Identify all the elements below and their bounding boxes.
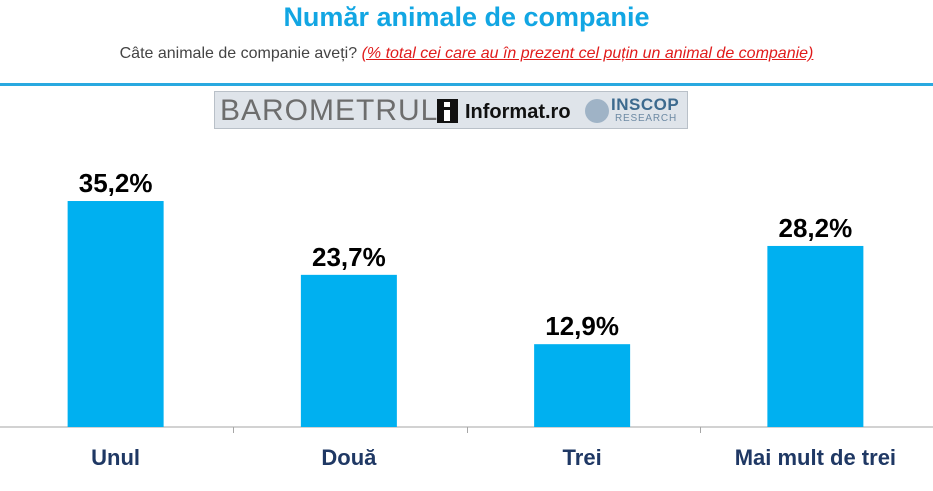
bar-value-label: 35,2% [79,168,153,198]
barometrul-logo: BAROMETRUL [220,94,439,127]
inscop-logo: INSCOP [611,95,680,114]
inscop-logo-icon [585,99,609,123]
bar [300,274,397,427]
sponsor-logo-strip: BAROMETRUL Informat.ro INSCOP RESEARCH [214,91,688,129]
header-divider [0,83,933,86]
bar [67,201,164,427]
category-label: Două [321,445,377,470]
question-text: Câte animale de companie aveți? [119,45,358,62]
category-label: Trei [563,445,602,470]
informat-logo: Informat.ro [465,101,571,123]
category-label: Unul [91,445,140,470]
base-note: (% total cei care au în prezent cel puți… [361,45,814,62]
bar-value-label: 28,2% [779,213,853,243]
inscop-research-logo: RESEARCH [615,113,677,124]
bar [767,245,864,427]
bar [534,344,631,427]
bar-value-label: 23,7% [312,242,386,272]
chart-subtitle: Câte animale de companie aveți? (% total… [0,45,933,63]
category-label: Mai mult de trei [735,445,896,470]
chart-title: Număr animale de companie [283,2,650,32]
bar-value-label: 12,9% [545,311,619,341]
informat-logo-icon [437,99,458,123]
